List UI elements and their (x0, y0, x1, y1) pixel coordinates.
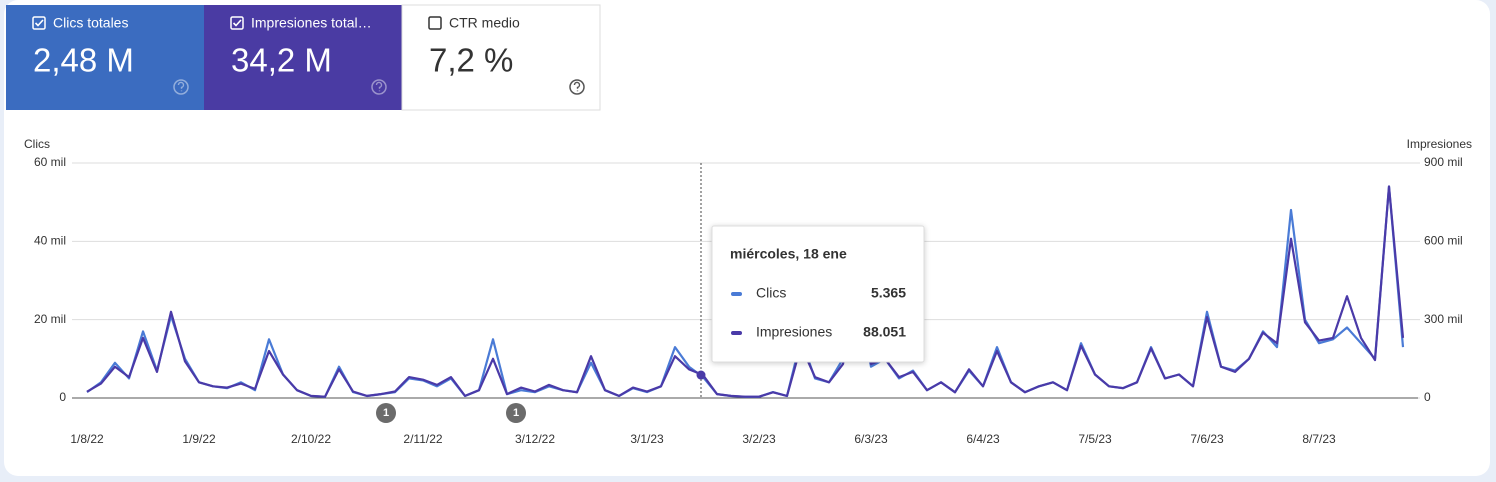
tooltip-value: 88.051 (863, 324, 906, 340)
metric-card[interactable] (6, 5, 204, 110)
x-tick-label: 7/5/23 (1078, 432, 1112, 446)
card-label: CTR medio (449, 15, 520, 31)
x-tick-label: 3/2/23 (742, 432, 776, 446)
checkmark (232, 19, 242, 27)
help-icon-glyph (573, 81, 581, 92)
card-label: Impresiones total… (251, 15, 372, 31)
y2-axis-title: Impresiones (1407, 137, 1472, 151)
help-icon[interactable] (371, 79, 387, 95)
tooltip-value: 5.365 (871, 285, 906, 301)
y2-tick-label: 900 mil (1424, 155, 1463, 169)
y2-tick-label: 600 mil (1424, 234, 1463, 248)
x-tick-label: 8/7/23 (1302, 432, 1336, 446)
x-tick-label: 3/1/23 (630, 432, 664, 446)
y-tick-label: 20 mil (34, 312, 66, 326)
annotation-marker[interactable] (376, 403, 396, 423)
tooltip-name: Impresiones (756, 324, 832, 340)
checkmark (34, 19, 44, 27)
y-tick-label: 60 mil (34, 155, 66, 169)
x-tick-label: 3/12/22 (515, 432, 555, 446)
help-icon[interactable] (569, 79, 585, 95)
annotation-marker[interactable] (506, 403, 526, 423)
x-tick-label: 7/6/23 (1190, 432, 1224, 446)
checkbox[interactable] (428, 16, 442, 30)
x-tick-label: 1/8/22 (70, 432, 104, 446)
card-value: 34,2 M (231, 42, 332, 79)
help-icon[interactable] (173, 79, 189, 95)
legend-swatch (731, 292, 742, 296)
help-icon-glyph (177, 81, 185, 92)
x-tick-label: 1/9/22 (182, 432, 216, 446)
help-icon-glyph (375, 81, 383, 92)
annotation-label: 1 (513, 407, 519, 419)
tooltip (711, 225, 925, 363)
legend-swatch (731, 331, 742, 335)
x-tick-label: 6/4/23 (966, 432, 1000, 446)
y2-tick-label: 0 (1424, 390, 1431, 404)
x-tick-label: 2/11/22 (403, 432, 442, 446)
metric-card[interactable] (401, 4, 601, 111)
tooltip-name: Clics (756, 285, 786, 301)
card-value: 7,2 % (429, 42, 513, 79)
x-tick-label: 6/3/23 (854, 432, 888, 446)
x-tick-label: 2/10/22 (291, 432, 331, 446)
tooltip-title: miércoles, 18 ene (730, 246, 847, 262)
card-label: Clics totales (53, 15, 128, 31)
hover-point (696, 370, 706, 380)
checkbox[interactable] (32, 16, 46, 30)
y-axis-title: Clics (24, 137, 50, 151)
y-tick-label: 40 mil (34, 234, 66, 248)
metric-card[interactable] (204, 5, 402, 110)
y2-tick-label: 300 mil (1424, 312, 1463, 326)
checkbox[interactable] (230, 16, 244, 30)
y-tick-label: 0 (59, 390, 66, 404)
series-line (86, 185, 1405, 398)
card-value: 2,48 M (33, 42, 134, 79)
annotation-label: 1 (383, 407, 389, 419)
